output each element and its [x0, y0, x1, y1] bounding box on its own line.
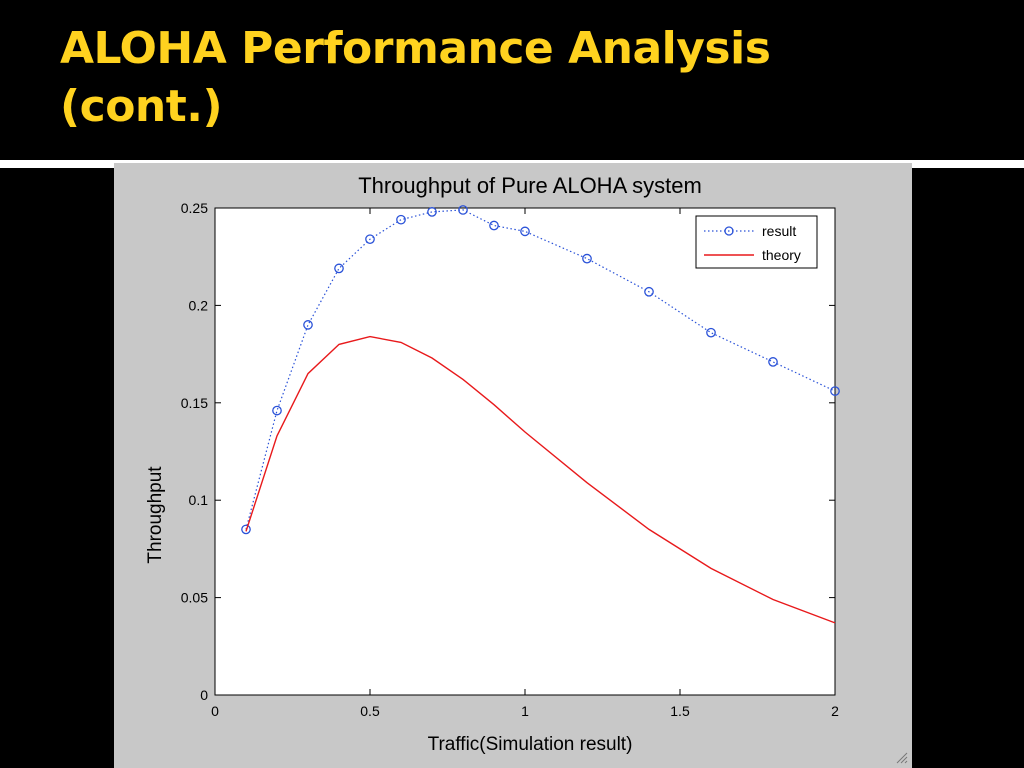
y-axis-label: Throughput — [145, 466, 166, 564]
series-result-point — [706, 327, 716, 338]
figure-window: Throughput of Pure ALOHA system Traffic(… — [114, 163, 912, 768]
series-theory-line — [245, 335, 836, 624]
x-tick-label: 1.5 — [670, 703, 690, 719]
legend-result-label: result — [762, 223, 796, 239]
x-tick-label: 2 — [831, 703, 839, 719]
series-result-point — [365, 234, 375, 245]
series-result-point — [241, 524, 251, 535]
series-result-point — [427, 207, 437, 217]
series-result-point — [396, 214, 406, 225]
resize-grip-icon[interactable] — [894, 750, 908, 764]
series-result-point — [272, 405, 282, 416]
axis-ticks: 0 0.5 1 1.5 2 0 0.05 0.1 0.15 0.2 0.25 — [181, 200, 839, 719]
x-tick-label: 1 — [521, 703, 529, 719]
legend-result-marker — [724, 226, 734, 236]
chart-title: Throughput of Pure ALOHA system — [358, 173, 702, 198]
slide-title-line2: (cont.) — [60, 81, 223, 132]
series-result-point — [489, 220, 499, 231]
series-result-point — [334, 263, 344, 274]
y-tick-label: 0.2 — [189, 297, 209, 313]
series-result-point — [768, 357, 778, 367]
y-tick-label: 0.05 — [181, 590, 208, 606]
plot-area — [214, 207, 836, 696]
series-result-point — [520, 226, 530, 237]
slide-title-line1: ALOHA Performance Analysis — [60, 23, 771, 74]
x-tick-label: 0.5 — [360, 703, 380, 719]
data-series — [241, 205, 840, 624]
series-result-point — [303, 320, 313, 330]
x-axis-label: Traffic(Simulation result) — [428, 734, 633, 755]
slide-title: ALOHA Performance Analysis (cont.) — [60, 20, 960, 136]
series-result-line — [245, 209, 836, 530]
series-result-point — [644, 286, 654, 297]
legend-theory-label: theory — [762, 247, 801, 263]
y-tick-label: 0 — [200, 687, 208, 703]
x-tick-label: 0 — [211, 703, 219, 719]
series-result-point — [830, 386, 840, 396]
y-tick-label: 0.25 — [181, 200, 208, 216]
y-tick-label: 0.1 — [189, 492, 209, 508]
y-tick-label: 0.15 — [181, 395, 208, 411]
throughput-chart: Throughput of Pure ALOHA system Traffic(… — [145, 173, 840, 755]
legend-box — [695, 215, 818, 269]
legend: result theory — [695, 215, 818, 269]
series-result-point — [582, 253, 592, 264]
series-result-point — [458, 205, 468, 215]
